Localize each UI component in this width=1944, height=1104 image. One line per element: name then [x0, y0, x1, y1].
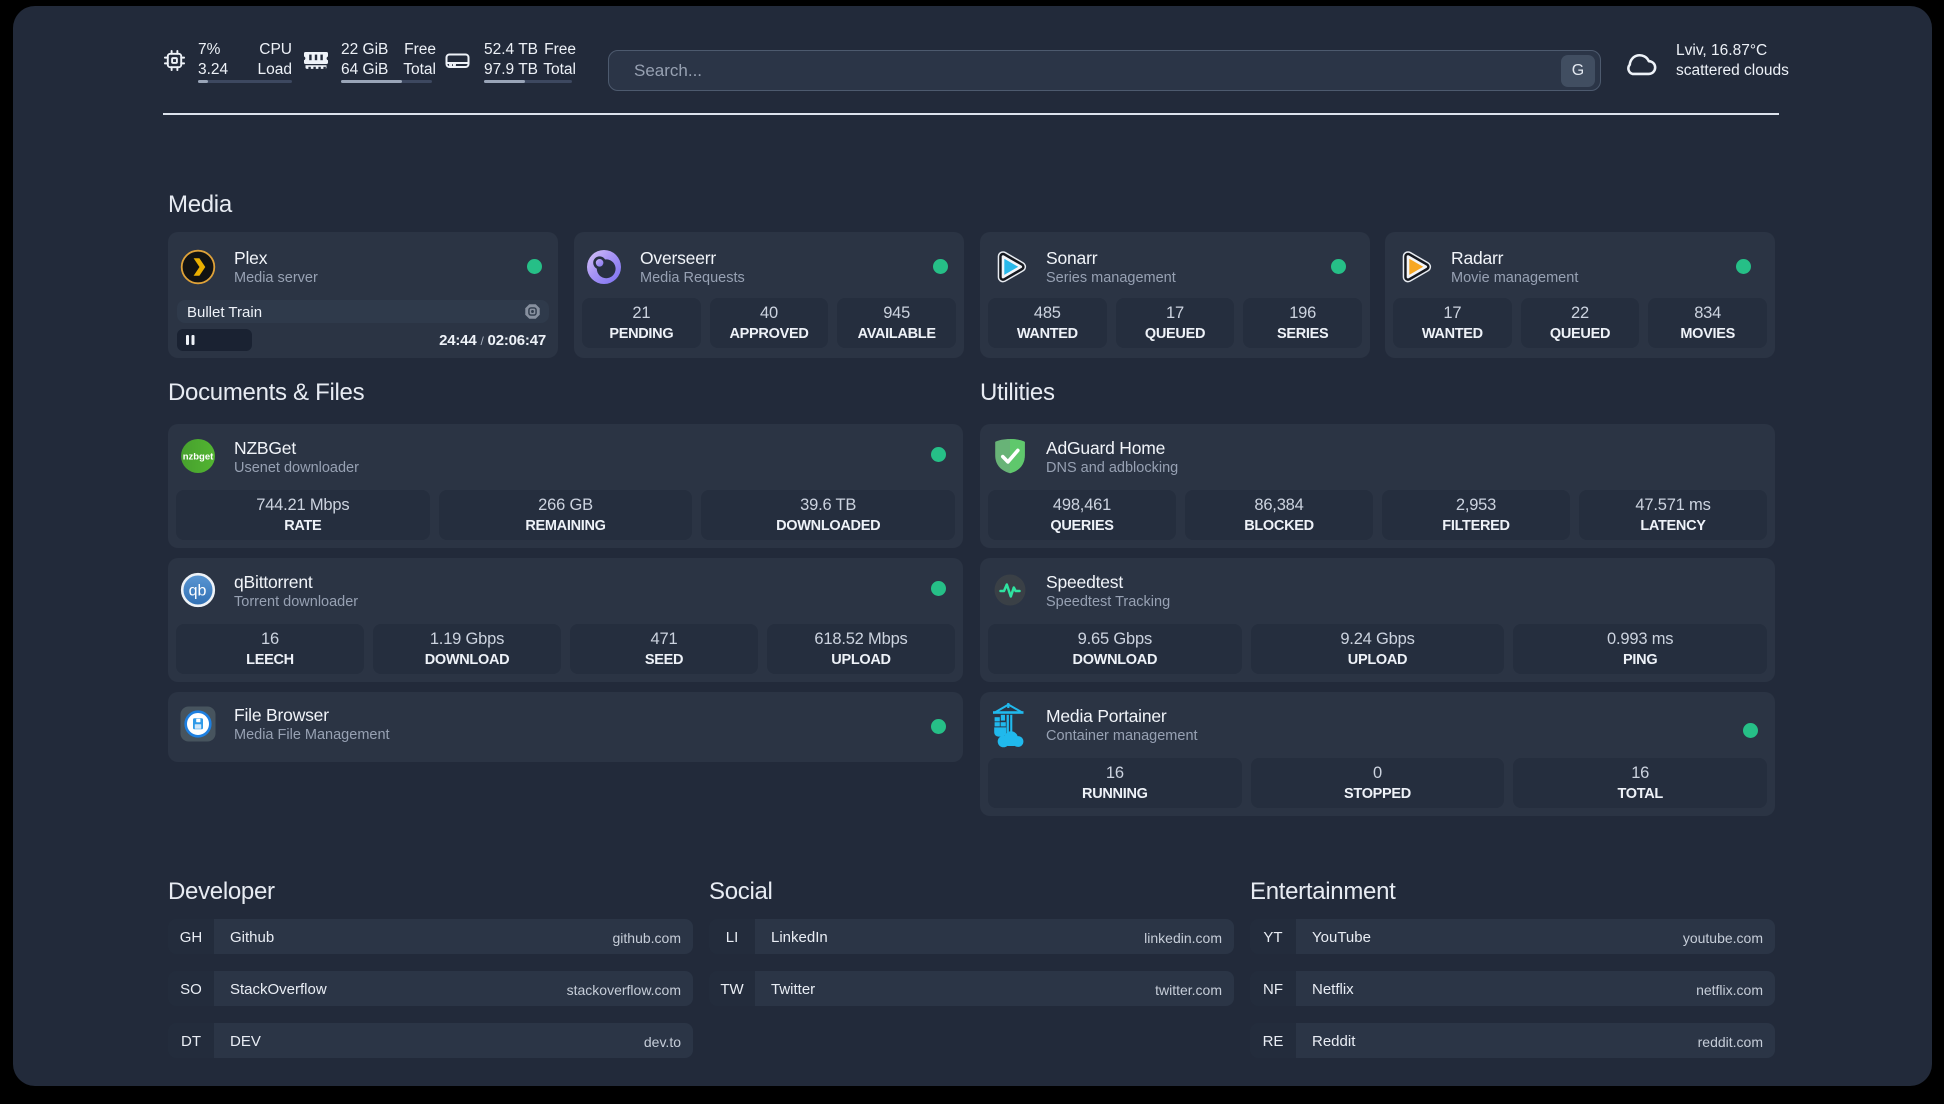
svg-text:nzbget: nzbget: [183, 452, 214, 463]
svg-text:qb: qb: [189, 583, 207, 600]
